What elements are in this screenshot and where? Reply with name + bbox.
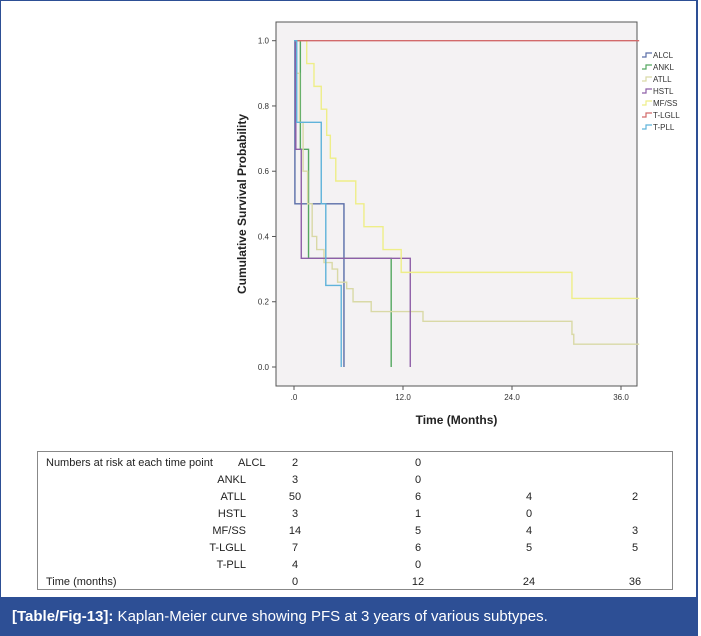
series-line-t-pll — [294, 40, 342, 367]
y-tick-label: 0.8 — [258, 102, 270, 111]
legend-label: HSTL — [653, 87, 674, 96]
risk-value: 3 — [631, 525, 639, 537]
risk-value: 3 — [291, 508, 299, 520]
risk-row-label: ALCL — [238, 457, 266, 469]
legend-swatch — [642, 76, 652, 82]
risk-value: 2 — [631, 491, 639, 503]
time-value: 12 — [411, 576, 425, 588]
series-line-atll — [294, 40, 640, 345]
legend-label: ALCL — [653, 51, 674, 60]
risk-row-label: ANKL — [217, 474, 246, 486]
y-tick-label: 0.2 — [258, 298, 270, 307]
legend-label: MF/SS — [653, 99, 677, 108]
risk-value: 4 — [525, 525, 533, 537]
risk-value: 2 — [291, 457, 299, 469]
risk-table: Numbers at risk at each time point ALCL 2 0… — [37, 451, 673, 590]
risk-value: 3 — [291, 474, 299, 486]
km-chart: 0.0 0.2 0.4 0.6 0.8 1.0 .0 12.0 24.0 36.0 Time (Mo… — [235, 21, 680, 427]
risk-value: 6 — [414, 491, 422, 503]
time-value: 36 — [628, 576, 642, 588]
y-tick-label: 0.0 — [258, 363, 270, 372]
y-tick-label: 1.0 — [258, 37, 270, 46]
legend-swatch — [642, 100, 652, 106]
legend-swatch — [642, 88, 652, 94]
figure-caption: [Table/Fig-13]: Kaplan-Meier curve showi… — [0, 597, 698, 636]
x-tick-label: .0 — [291, 393, 298, 402]
risk-row-label: HSTL — [217, 508, 246, 520]
legend-label: ATLL — [653, 75, 672, 84]
risk-value: 5 — [631, 542, 639, 554]
legend-label: T-PLL — [653, 123, 675, 132]
risk-value: 6 — [414, 542, 422, 554]
risk-row-label: T-LGLL — [209, 542, 246, 554]
risk-value: 0 — [414, 559, 422, 571]
risk-value: 0 — [414, 457, 422, 469]
risk-value: 14 — [288, 525, 302, 537]
risk-value: 5 — [414, 525, 422, 537]
legend-swatch — [642, 52, 652, 58]
time-label: Time (months) — [46, 576, 117, 588]
y-tick-label: 0.4 — [258, 232, 270, 241]
legend-swatch — [642, 64, 652, 70]
x-tick-label: 12.0 — [395, 393, 411, 402]
caption-tag: [Table/Fig-13]: — [12, 608, 114, 625]
series-line-mf-ss — [294, 40, 640, 300]
legend-label: T-LGLL — [653, 111, 680, 120]
time-value: 0 — [291, 576, 299, 588]
risk-row-label: T-PLL — [216, 559, 246, 571]
legend-label: ANKL — [653, 63, 674, 72]
time-value: 24 — [522, 576, 536, 588]
risk-value: 5 — [525, 542, 533, 554]
legend-swatch — [642, 124, 652, 130]
risk-value: 4 — [291, 559, 299, 571]
risk-value: 7 — [291, 542, 299, 554]
x-tick-label: 36.0 — [613, 393, 629, 402]
y-tick-label: 0.6 — [258, 167, 270, 176]
risk-row-label: MF/SS — [212, 525, 246, 537]
risk-row-label: ATLL — [220, 491, 246, 503]
x-axis-label: Time (Months) — [416, 413, 498, 427]
x-tick-label: 24.0 — [504, 393, 520, 402]
risk-table-header: Numbers at risk at each time point — [46, 457, 213, 469]
risk-value: 0 — [525, 508, 533, 520]
caption-text: Kaplan-Meier curve showing PFS at 3 year… — [113, 608, 548, 625]
legend-swatch — [642, 112, 652, 118]
risk-value: 1 — [414, 508, 422, 520]
y-axis-label: Cumulative Survival Probability — [235, 114, 249, 294]
risk-value: 4 — [525, 491, 533, 503]
risk-value: 0 — [414, 474, 422, 486]
risk-value: 50 — [288, 491, 302, 503]
